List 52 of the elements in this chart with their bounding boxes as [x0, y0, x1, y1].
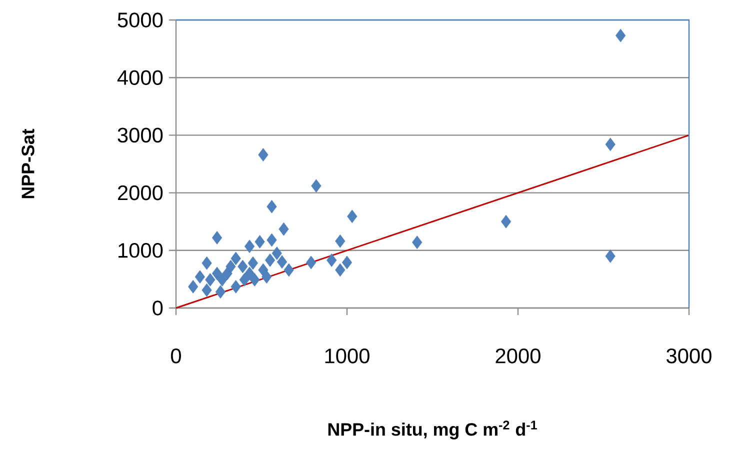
- y-tick-label: 4000: [117, 70, 163, 86]
- point: [605, 249, 616, 263]
- point: [248, 256, 258, 270]
- point: [215, 285, 226, 299]
- x-tick-label: 2000: [496, 348, 540, 364]
- point: [278, 222, 289, 236]
- point: [266, 200, 277, 214]
- point: [202, 256, 212, 270]
- x-axis-title: NPP-in situ, mg C m$^{-2}$ d$^{-1}$: [328, 420, 537, 440]
- point: [258, 148, 268, 162]
- point: [238, 260, 248, 274]
- y-tick-label: 1000: [118, 242, 163, 258]
- y-tick-label: 3000: [118, 128, 163, 143]
- y-tick-label: 0: [152, 300, 163, 316]
- point: [335, 234, 346, 248]
- y-axis-title: NPP-Sat: [22, 128, 34, 198]
- point: [262, 270, 272, 284]
- point: [616, 28, 626, 42]
- point: [250, 273, 260, 286]
- point: [276, 255, 288, 269]
- point: [306, 256, 316, 270]
- point: [188, 280, 198, 294]
- point: [311, 179, 322, 193]
- point: [244, 266, 255, 280]
- y-tick-label: 2000: [118, 185, 163, 200]
- point: [335, 263, 346, 277]
- point: [239, 273, 250, 286]
- point: [264, 253, 276, 267]
- point: [412, 236, 422, 250]
- x-tick-label: 0: [170, 348, 181, 364]
- x-tick-label: 1000: [325, 348, 370, 364]
- point: [347, 210, 358, 224]
- point: [212, 231, 222, 244]
- point: [222, 266, 232, 280]
- point: [244, 240, 255, 254]
- point: [230, 252, 241, 266]
- point: [212, 266, 222, 280]
- x-tick-label: 3000: [666, 348, 712, 364]
- point: [342, 256, 352, 270]
- point: [217, 273, 228, 286]
- point: [326, 253, 337, 267]
- point: [266, 233, 277, 247]
- point: [500, 214, 512, 228]
- point: [205, 273, 216, 286]
- point: [230, 280, 241, 294]
- point: [284, 263, 294, 277]
- point: [202, 283, 212, 297]
- y-tick-label: 5000: [118, 12, 163, 28]
- point: [605, 138, 616, 152]
- point: [254, 235, 265, 248]
- point: [272, 246, 282, 260]
- point: [194, 270, 206, 284]
